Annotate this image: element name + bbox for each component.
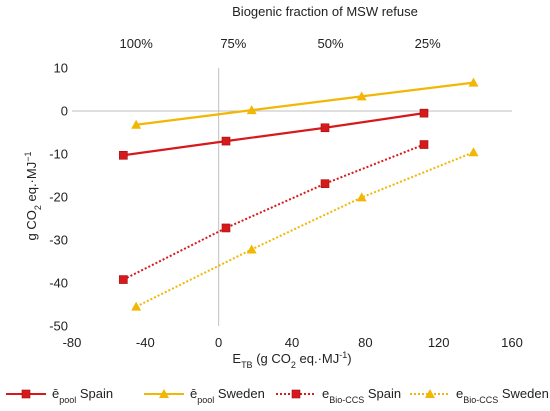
legend-item: eBio-CCS Sweden: [410, 386, 549, 405]
legend: ēpool Spain ēpool Sweden eBio-CCS Spain eBi…: [6, 386, 549, 405]
y-tick-label: -50: [49, 319, 68, 334]
y-tick-label: -20: [49, 190, 68, 205]
y-axis-ticks: 10 0 -10 -20 -30 -40 -50: [49, 61, 68, 334]
data-point: [468, 147, 479, 157]
data-point: [419, 108, 429, 118]
top-tick-label: 50%: [317, 36, 343, 51]
top-axis-title: Biogenic fraction of MSW refuse: [232, 4, 418, 19]
legend-item: eBio-CCS Spain: [276, 386, 401, 405]
legend-marker: [291, 389, 301, 399]
x-tick-label: 160: [501, 335, 523, 350]
series-1: [131, 77, 479, 129]
data-point: [246, 105, 257, 115]
legend-item: ēpool Spain: [6, 386, 113, 405]
legend-item: ēpool Sweden: [144, 386, 265, 405]
data-point: [419, 140, 429, 149]
x-tick-label: 80: [358, 335, 372, 350]
data-point: [356, 192, 367, 202]
y-tick-label: -30: [49, 233, 68, 248]
legend-label: ēpool Spain: [52, 386, 113, 405]
legend-label: ēpool Sweden: [190, 386, 265, 405]
series-line: [136, 81, 474, 126]
x-tick-label: 40: [285, 335, 299, 350]
top-axis-ticks: 100% 75% 50% 25%: [120, 36, 442, 51]
series-layer: [119, 77, 479, 311]
data-point: [119, 275, 128, 284]
legend-marker: [425, 389, 435, 398]
data-point: [320, 123, 330, 133]
y-tick-label: 0: [61, 104, 68, 119]
y-tick-label: -40: [49, 276, 68, 291]
top-tick-label: 100%: [120, 36, 154, 51]
x-tick-label: -80: [63, 335, 82, 350]
y-tick-label: 10: [54, 61, 68, 76]
top-tick-label: 25%: [415, 36, 441, 51]
data-point: [246, 244, 257, 254]
data-point: [221, 136, 231, 146]
x-tick-label: 120: [428, 335, 450, 350]
series-3: [131, 147, 479, 311]
y-tick-label: -10: [49, 147, 68, 162]
data-point: [221, 223, 231, 233]
series-line: [123, 112, 425, 157]
x-axis-ticks: -80 -40 0 40 80 120 160: [63, 335, 523, 350]
legend-label: eBio-CCS Sweden: [456, 386, 549, 405]
data-point: [131, 301, 142, 311]
data-point: [131, 119, 142, 129]
legend-label: eBio-CCS Spain: [322, 386, 401, 405]
data-point: [320, 179, 330, 188]
series-0: [119, 108, 429, 160]
series-line: [135, 151, 474, 308]
series-2: [119, 140, 429, 284]
x-tick-label: 0: [215, 335, 222, 350]
top-tick-label: 75%: [220, 36, 246, 51]
legend-marker: [159, 389, 169, 398]
x-tick-label: -40: [136, 335, 155, 350]
x-axis-label: ETB (g CO2 eq.·MJ-1): [232, 350, 351, 370]
series-line: [122, 143, 425, 281]
data-point: [356, 91, 367, 101]
data-point: [119, 150, 128, 160]
y-axis-label: g CO2 eq.·MJ−1: [23, 152, 43, 241]
data-point: [468, 77, 479, 87]
legend-marker: [21, 389, 31, 399]
